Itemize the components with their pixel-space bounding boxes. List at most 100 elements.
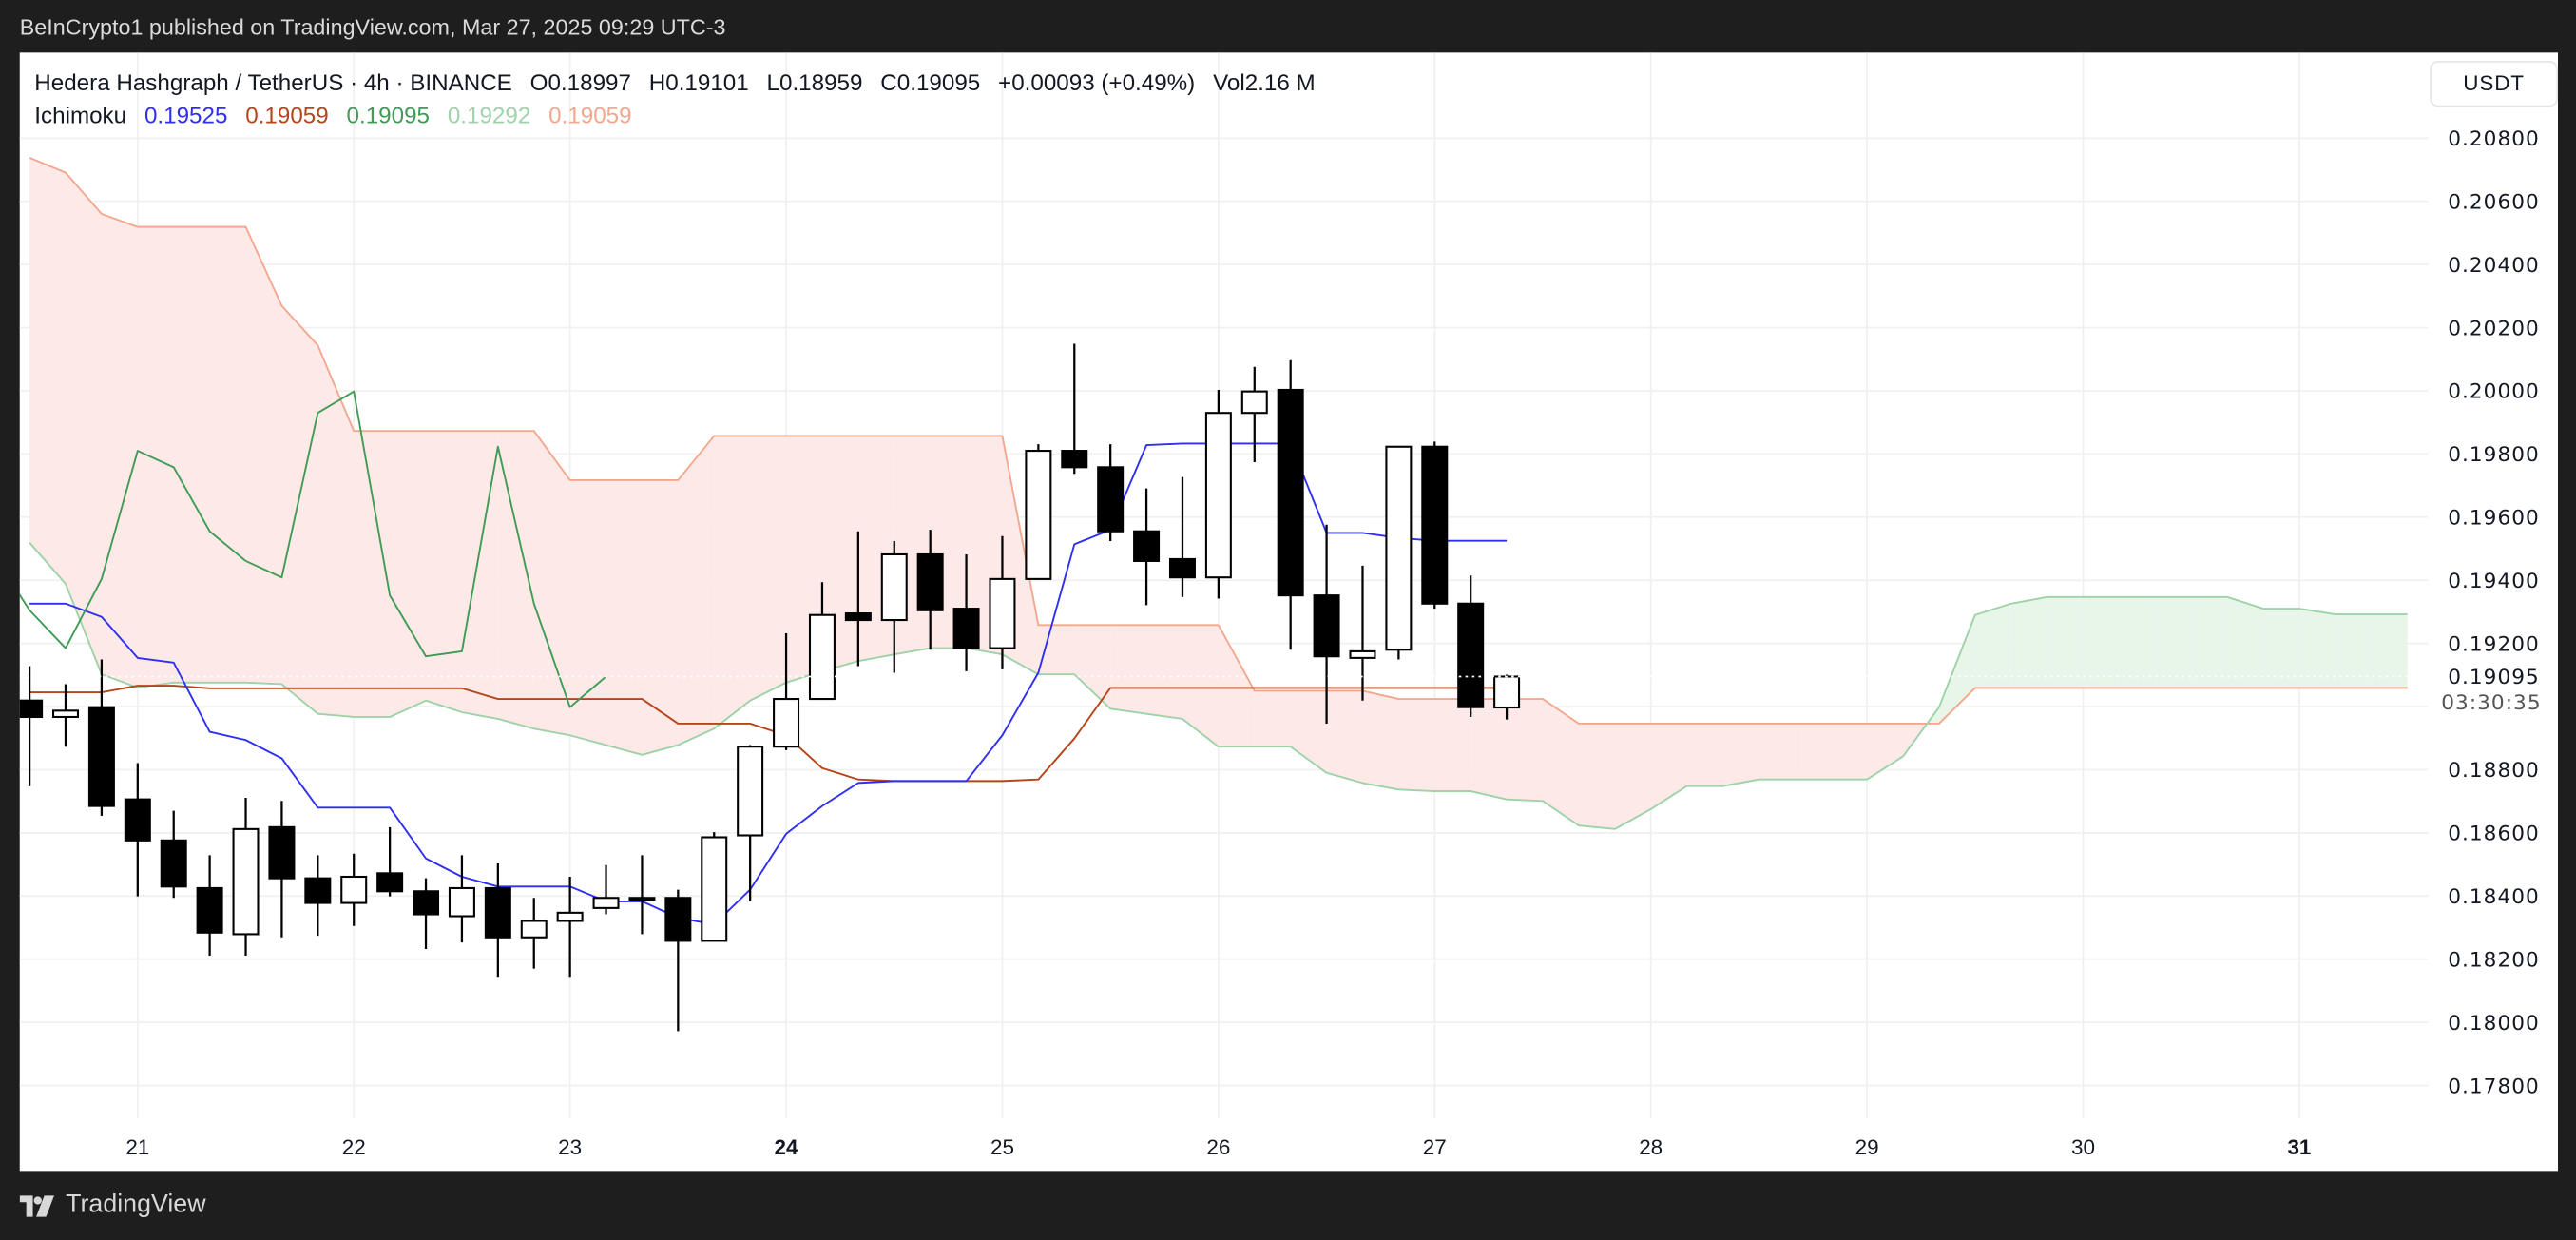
cloud-segment	[1578, 723, 1615, 829]
ichimoku-lines	[19, 157, 2408, 926]
candle-body-down	[1133, 530, 1161, 562]
candle-body-down	[160, 839, 187, 888]
candle	[592, 864, 620, 915]
symbol-title[interactable]: Hedera Hashgraph / TetherUS · 4h · BINAN…	[34, 68, 512, 96]
cloud-segment	[1182, 625, 1219, 747]
candle-body-up	[1385, 445, 1413, 651]
cloud-segment	[1326, 690, 1363, 784]
cloud-segment	[1146, 625, 1182, 719]
candle-body-down	[484, 886, 511, 939]
candle	[1313, 524, 1340, 724]
publish-bar: BeInCrypto1 published on TradingView.com…	[0, 0, 2576, 52]
candle	[1133, 488, 1161, 606]
cloud-segment	[1471, 699, 1508, 800]
cloud-segment	[2191, 596, 2228, 688]
price-tick-label: 0.20400	[2448, 254, 2540, 278]
indicator-value-span-a: 0.19292	[447, 102, 531, 128]
date-tick-label: 23	[558, 1135, 582, 1159]
candle	[1025, 444, 1052, 580]
candle	[628, 855, 656, 935]
price-tick-label: 0.19600	[2448, 507, 2540, 531]
price-tick-label: 0.20000	[2448, 380, 2540, 404]
price-tick-label: 0.17800	[2448, 1075, 2540, 1098]
candle	[844, 531, 872, 667]
candle	[880, 541, 908, 673]
candle	[413, 878, 440, 950]
cloud-segment	[1038, 625, 1075, 675]
price-tick-label: 0.20200	[2448, 317, 2540, 340]
candle	[1277, 359, 1304, 650]
cloud-segment	[2010, 596, 2047, 688]
cloud-segment	[1759, 723, 1796, 780]
candle	[448, 855, 475, 943]
last-price-label: 0.19095	[2448, 666, 2540, 689]
candle-body-up	[773, 698, 800, 748]
cloud-segment	[173, 226, 210, 683]
candle	[952, 553, 980, 671]
candle	[701, 832, 728, 942]
candle-body-down	[19, 699, 44, 719]
candle	[196, 855, 223, 957]
candle-body-up	[592, 897, 620, 909]
date-tick-label: 25	[990, 1135, 1014, 1159]
candle-body-up	[232, 827, 260, 936]
candles	[19, 343, 1521, 1032]
tradingview-logo[interactable]: TradingView	[19, 1191, 206, 1220]
cloud-segment	[2371, 614, 2408, 688]
candle	[737, 745, 764, 901]
candle-body-down	[1168, 557, 1196, 579]
candle	[916, 530, 944, 650]
cloud-segment	[1867, 723, 1904, 780]
cloud-segment	[66, 172, 102, 675]
candle	[160, 810, 187, 899]
candle-body-down	[87, 706, 115, 807]
price-tick-label: 0.18400	[2448, 885, 2540, 909]
candle-body-down	[1061, 450, 1088, 469]
ohlc-open: O0.18997	[529, 68, 631, 96]
indicator-value-base: 0.19059	[245, 102, 329, 128]
candle-body-down	[124, 798, 151, 842]
date-tick-label: 26	[1206, 1135, 1230, 1159]
cloud-segment	[2298, 609, 2336, 688]
candle-body-up	[520, 920, 548, 939]
candle-body-down	[1421, 445, 1449, 605]
cloud-segment	[642, 479, 679, 755]
cloud-segment	[821, 436, 858, 671]
candle	[304, 855, 332, 937]
candle-body-down	[304, 877, 332, 904]
cloud-segment	[1650, 723, 1687, 809]
cloud-segment	[1686, 723, 1723, 786]
candle	[1385, 445, 1413, 660]
cloud-segment	[606, 479, 643, 755]
price-axis[interactable]: 0.17800 0.18000 0.18200 0.18400 0.18600 0.188…	[2448, 127, 2540, 1098]
candle-body-up	[52, 709, 80, 719]
candle	[52, 684, 80, 747]
candle-body-up	[340, 875, 368, 904]
currency-button[interactable]: USDT	[2430, 60, 2558, 107]
candle-body-down	[413, 890, 440, 916]
ohlc-low: L0.18959	[766, 68, 863, 96]
cloud-segment	[569, 479, 606, 746]
candle	[808, 582, 836, 701]
cloud-segment	[894, 436, 931, 655]
cloud-segment	[2155, 596, 2192, 688]
candle-body-down	[1457, 602, 1485, 708]
candle-body-up	[1493, 675, 1521, 709]
candle	[1457, 575, 1485, 717]
cloud-segment	[2227, 596, 2264, 688]
base-line	[29, 685, 1508, 783]
price-tick-label: 0.20600	[2448, 191, 2540, 215]
date-tick-label: 31	[2287, 1135, 2311, 1159]
indicator-name[interactable]: Ichimoku	[34, 102, 127, 128]
candle	[1349, 565, 1376, 701]
candle	[556, 876, 584, 978]
footer-bar: TradingView	[0, 1171, 2576, 1240]
time-axis[interactable]: 21 22 23 24 25 26 27 28 29 30 31	[125, 1135, 2311, 1159]
indicator-value-conversion: 0.19525	[144, 102, 228, 128]
candle-body-down	[916, 552, 944, 611]
cloud-segment	[1542, 699, 1579, 826]
price-change: +0.00093 (+0.49%)	[998, 68, 1196, 96]
price-tick-label: 0.19400	[2448, 570, 2540, 593]
date-tick-label: 30	[2071, 1135, 2095, 1159]
